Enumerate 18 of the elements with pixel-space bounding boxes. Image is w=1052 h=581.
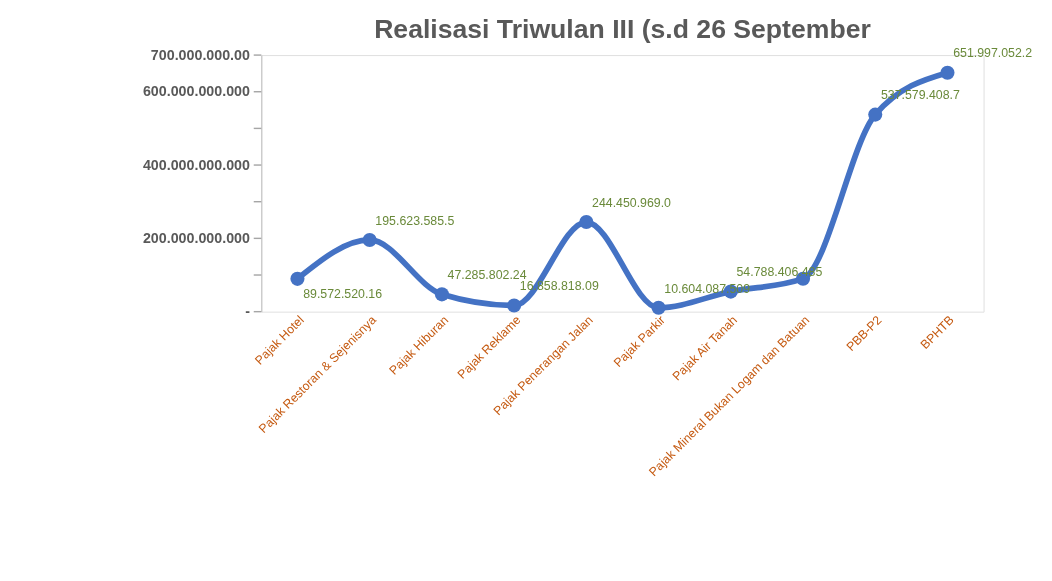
y-tick-label: 700.000.000.00 <box>150 46 250 63</box>
data-label: 89.572.520.16 <box>303 286 383 301</box>
point <box>507 298 522 313</box>
y-tick-label: 600.000.000.000 <box>142 83 250 100</box>
data-label: 195.623.585.5 <box>375 213 455 228</box>
point <box>290 271 305 286</box>
point <box>434 287 449 302</box>
y-tick-label: 200.000.000.000 <box>142 230 250 247</box>
point <box>362 232 377 247</box>
point <box>651 300 666 315</box>
y-tick-label: 400.000.000.000 <box>142 156 250 173</box>
point <box>940 65 955 80</box>
y-tick-label: - <box>245 303 251 320</box>
data-label: 244.450.969.0 <box>592 195 672 210</box>
data-label: 651.997.052.2 <box>953 46 1033 61</box>
point <box>579 215 594 230</box>
chart-title: Realisasi Triwulan III (s.d 26 September <box>374 14 871 45</box>
point <box>868 107 883 122</box>
